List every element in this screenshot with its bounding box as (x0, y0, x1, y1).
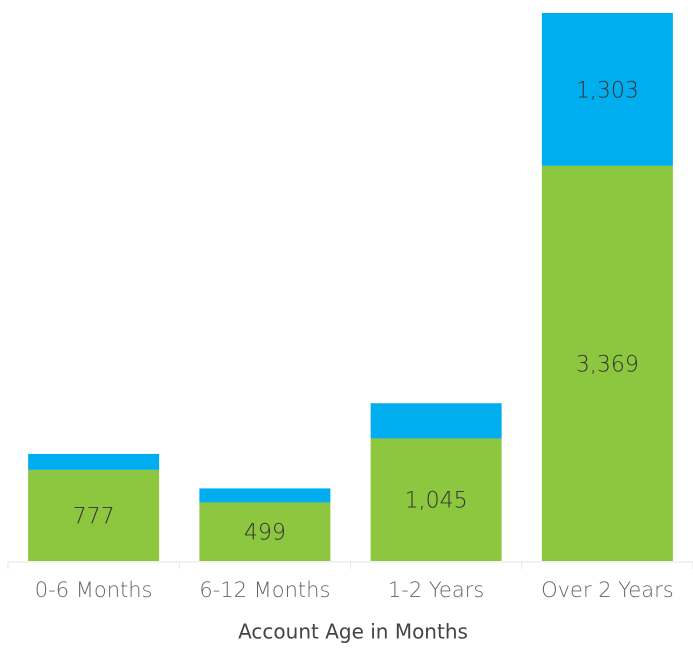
data-label: 499 (244, 521, 286, 546)
bar-segment (199, 488, 331, 503)
x-tick-label: 0-6 Months (35, 578, 153, 602)
bar-segment (199, 502, 331, 561)
bar-segment (28, 469, 160, 561)
x-tick-label: 1-2 Years (388, 578, 484, 602)
x-axis-title: Account Age in Months (238, 620, 468, 644)
x-tick-label: 6-12 Months (199, 578, 330, 602)
bar-segment (541, 165, 673, 561)
bar-segment (541, 13, 673, 166)
data-label: 1,303 (576, 78, 639, 103)
bar-segment (28, 453, 160, 470)
data-label: 3,369 (576, 352, 639, 377)
bar-segment (370, 438, 502, 561)
x-tick-label: Over 2 Years (541, 578, 674, 602)
bar-segment (370, 403, 502, 439)
data-label: 777 (73, 504, 115, 529)
data-label: 1,045 (405, 489, 468, 514)
